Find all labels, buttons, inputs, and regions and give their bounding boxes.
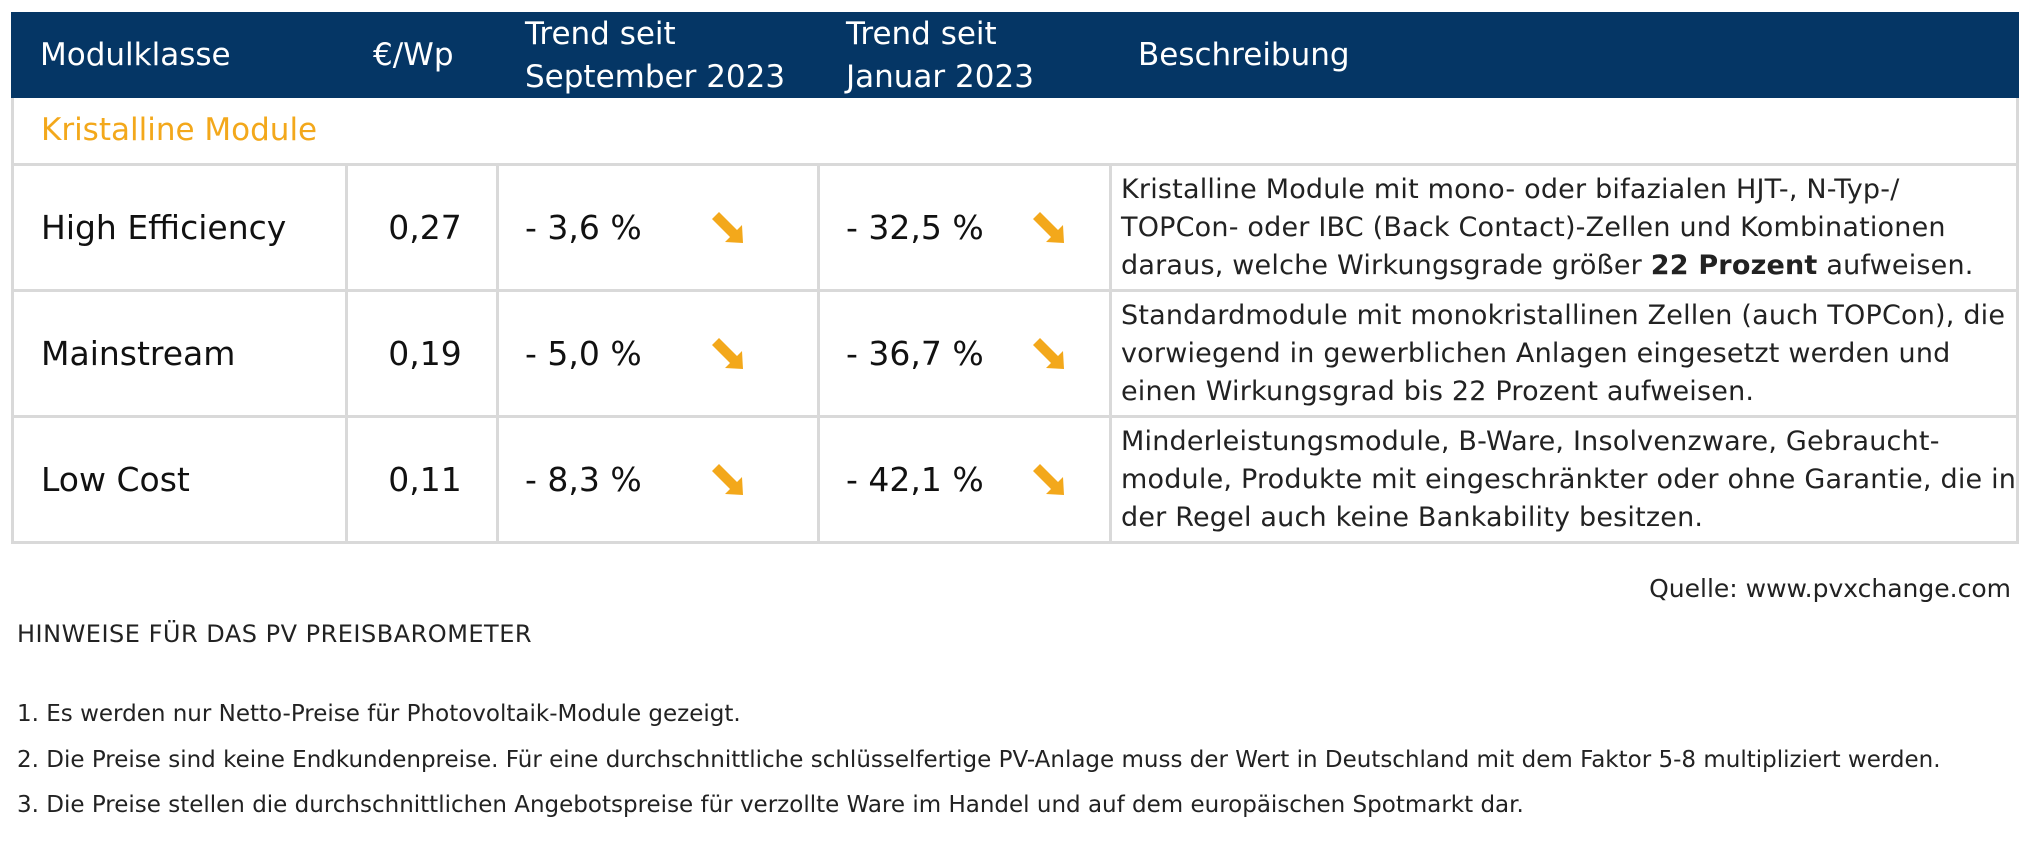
arrow-down-right-icon (712, 464, 743, 495)
module-class-name: Mainstream (41, 334, 236, 373)
description-part: aufweisen. (1817, 249, 1974, 281)
module-class-name: High Efficiency (41, 208, 287, 247)
arrow-down-right-icon (1033, 212, 1064, 243)
header-price: €/Wp (373, 37, 454, 73)
note-item: 2. Die Preise sind keine Endkundenpreise… (17, 747, 1941, 773)
table-row: Low Cost 0,11 - 8,3 % - 42,1 % Minderlei… (11, 418, 2019, 544)
section-row: Kristalline Module (11, 98, 2019, 166)
note-item: 3. Die Preise stellen die durchschnittli… (17, 792, 1524, 818)
trend-september-value: - 8,3 % (525, 460, 642, 499)
arrow-down-right-icon (712, 338, 743, 369)
notes-title: HINWEISE FÜR DAS PV PREISBAROMETER (17, 620, 533, 648)
note-item: 1. Es werden nur Netto-Preise für Photov… (17, 701, 741, 727)
trend-september-value: - 3,6 % (525, 208, 642, 247)
description-text: Kristalline Module mit mono- oder bifazi… (1121, 166, 2021, 289)
trend-january-value: - 42,1 % (846, 460, 984, 499)
header-trend-january: Trend seit Januar 2023 (846, 13, 1034, 99)
header-module-class: Modulklasse (40, 37, 231, 73)
arrow-down-right-icon (712, 212, 743, 243)
module-class-name: Low Cost (41, 460, 190, 499)
section-title: Kristalline Module (41, 112, 318, 148)
price-value: 0,19 (388, 334, 462, 373)
header-trend-september: Trend seit September 2023 (525, 13, 785, 99)
trend-september-value: - 5,0 % (525, 334, 642, 373)
price-table: Modulklasse €/Wp Trend seit September 20… (11, 12, 2019, 544)
trend-january-value: - 36,7 % (846, 334, 984, 373)
arrow-down-right-icon (1033, 338, 1064, 369)
price-value: 0,27 (388, 208, 462, 247)
header-description: Beschreibung (1138, 37, 1350, 73)
table-header: Modulklasse €/Wp Trend seit September 20… (11, 12, 2019, 98)
arrow-down-right-icon (1033, 464, 1064, 495)
header-trend-january-line1: Trend seit (846, 16, 997, 52)
description-part: Kristalline Module mit mono- oder bifazi… (1121, 173, 1946, 281)
table-row: Mainstream 0,19 - 5,0 % - 36,7 % Standar… (11, 292, 2019, 418)
description-highlight: 22 Prozent (1650, 249, 1818, 281)
description-text: Minderleistungsmodule, B-Ware, Insolvenz… (1121, 425, 2017, 533)
trend-january-value: - 32,5 % (846, 208, 984, 247)
table-row: High Efficiency 0,27 - 3,6 % - 32,5 % Kr… (11, 166, 2019, 292)
header-trend-september-line1: Trend seit (525, 16, 676, 52)
header-trend-january-line2: Januar 2023 (846, 59, 1034, 95)
price-value: 0,11 (388, 460, 462, 499)
header-trend-september-line2: September 2023 (525, 59, 786, 95)
source-link-text: Quelle: www.pvxchange.com (1649, 574, 2011, 603)
description-text: Standardmodule mit monokristallinen Zell… (1121, 299, 2006, 407)
